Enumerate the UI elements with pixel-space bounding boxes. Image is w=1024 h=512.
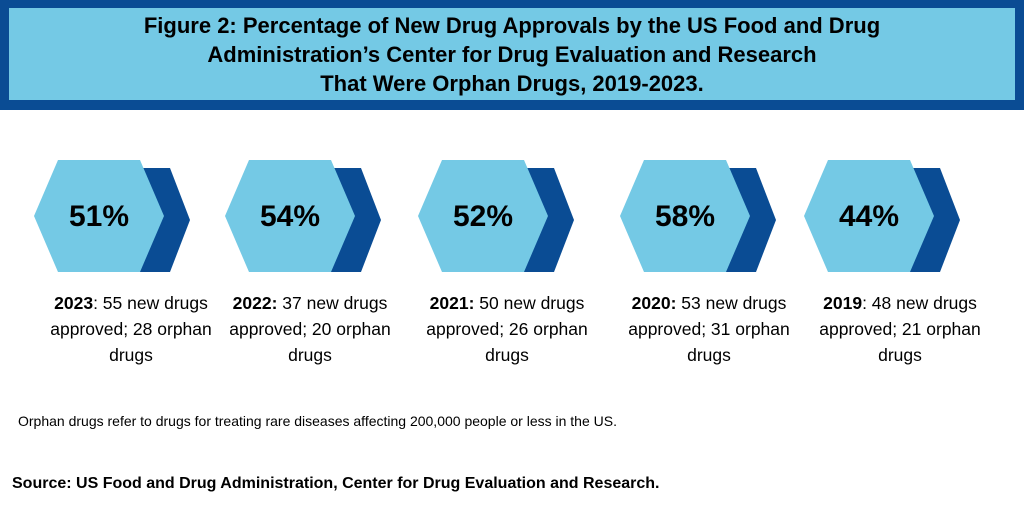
separator: :	[93, 293, 103, 313]
stat-hexagon-2019: 44%	[804, 160, 1004, 272]
separator: :	[862, 293, 872, 313]
stat-percent: 52%	[452, 200, 514, 233]
year-label: 2022:	[232, 293, 278, 313]
hexagon-shape	[34, 160, 190, 272]
stat-description-2023: 2023: 55 new drugs approved; 28 orphan d…	[31, 290, 231, 368]
footnote: Orphan drugs refer to drugs for treating…	[18, 413, 617, 429]
year-label: 2023	[54, 293, 94, 313]
hexagon-shape	[418, 160, 574, 272]
title-line-3: That Were Orphan Drugs, 2019-2023.	[320, 70, 704, 96]
description-text: 55 new drugs approved; 28 orphan drugs	[50, 293, 212, 365]
hexagon-shape	[804, 160, 960, 272]
description-text: 48 new drugs approved; 21 orphan drugs	[819, 293, 981, 365]
title-frame: Figure 2: Percentage of New Drug Approva…	[0, 0, 1024, 110]
stat-hexagon-2021: 52%	[418, 160, 618, 272]
description-text: 53 new drugs approved; 31 orphan drugs	[628, 293, 790, 365]
description-text: 37 new drugs approved; 20 orphan drugs	[229, 293, 391, 365]
stat-description-2020: 2020: 53 new drugs approved; 31 orphan d…	[609, 290, 809, 368]
stat-percent: 54%	[259, 200, 321, 233]
stat-percent: 44%	[838, 200, 900, 233]
year-label: 2019	[823, 293, 863, 313]
year-label: 2021:	[429, 293, 475, 313]
stat-hexagon-2020: 58%	[620, 160, 820, 272]
stat-percent: 51%	[68, 200, 130, 233]
hexagon-shape	[620, 160, 776, 272]
source-note: Source: US Food and Drug Administration,…	[12, 475, 660, 492]
stat-hexagon-2022: 54%	[225, 160, 425, 272]
title-panel: Figure 2: Percentage of New Drug Approva…	[9, 8, 1015, 100]
description-text: 50 new drugs approved; 26 orphan drugs	[426, 293, 588, 365]
title-line-1: Figure 2: Percentage of New Drug Approva…	[143, 12, 881, 38]
stat-description-2021: 2021: 50 new drugs approved; 26 orphan d…	[407, 290, 607, 368]
title-line-2: Administration’s Center for Drug Evaluat…	[207, 41, 817, 67]
stat-description-2019: 2019: 48 new drugs approved; 21 orphan d…	[800, 290, 1000, 368]
year-label: 2020:	[631, 293, 677, 313]
stat-percent: 58%	[654, 200, 716, 233]
hexagon-shape	[225, 160, 381, 272]
stat-hexagon-2023: 51%	[34, 160, 234, 272]
stat-description-2022: 2022: 37 new drugs approved; 20 orphan d…	[210, 290, 410, 368]
